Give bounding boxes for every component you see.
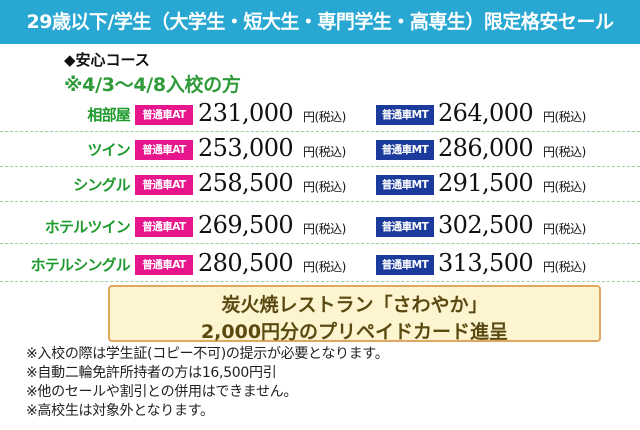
mt-price: 291,500 — [438, 169, 534, 197]
at-badge: 普通車AT — [135, 175, 193, 195]
mt-badge: 普通車MT — [376, 105, 434, 125]
mt-badge: 普通車MT — [376, 255, 434, 275]
mt-tax-suffix: 円(税込) — [543, 260, 586, 274]
mt-price: 286,000 — [438, 134, 534, 162]
page-header: 29歳以下/学生（大学生・短大生・専門学生・高専生）限定格安セール — [0, 0, 640, 44]
note-item: ※他のセールや割引との併用はできません。 — [26, 384, 298, 400]
mt-tax-suffix: 円(税込) — [543, 110, 586, 124]
mt-price: 264,000 — [438, 99, 534, 127]
mt-price: 313,500 — [438, 249, 534, 277]
at-tax-suffix: 円(税込) — [303, 222, 346, 236]
at-tax-suffix: 円(税込) — [303, 260, 346, 274]
mt-tax-suffix: 円(税込) — [543, 222, 586, 236]
mt-tax-suffix: 円(税込) — [543, 145, 586, 159]
at-tax-suffix: 円(税込) — [303, 145, 346, 159]
notes-list: ※入校の際は学生証(コピー不可)の提示が必要となります。 ※自動二輪免許所持者の… — [26, 345, 626, 421]
at-price: 231,000 — [198, 99, 294, 127]
course-period: ※4/3～4/8入校の方 — [64, 74, 241, 96]
price-row-hotel-twin: ホテルツイン 普通車AT 269,500 円(税込) 普通車MT 302,500… — [0, 210, 640, 244]
note-item: ※自動二輪免許所持者の方は16,500円引 — [26, 365, 277, 381]
promo-line-2: 2,000円分のプリペイドカード進呈 — [200, 321, 509, 343]
room-type-label: ホテルツイン — [44, 218, 131, 236]
room-type-label: ホテルシングル — [30, 256, 131, 274]
header-title: 29歳以下/学生（大学生・短大生・専門学生・高専生）限定格安セール — [26, 11, 614, 33]
at-price: 253,000 — [198, 134, 294, 162]
price-row-single: シングル 普通車AT 258,500 円(税込) 普通車MT 291,500 円… — [0, 168, 640, 202]
at-price: 269,500 — [198, 211, 294, 239]
at-price: 258,500 — [198, 169, 294, 197]
at-badge: 普通車AT — [135, 255, 193, 275]
promo-line-1: 炭火焼レストラン「さわやか」 — [221, 294, 488, 316]
mt-badge: 普通車MT — [376, 217, 434, 237]
price-row-twin: ツイン 普通車AT 253,000 円(税込) 普通車MT 286,000 円(… — [0, 133, 640, 167]
room-type-label: シングル — [73, 176, 131, 194]
mt-price: 302,500 — [438, 211, 534, 239]
at-badge: 普通車AT — [135, 105, 193, 125]
at-tax-suffix: 円(税込) — [303, 110, 346, 124]
note-item: ※高校生は対象外となります。 — [26, 403, 214, 419]
mt-badge: 普通車MT — [376, 175, 434, 195]
price-row-hotel-single: ホテルシングル 普通車AT 280,500 円(税込) 普通車MT 313,50… — [0, 248, 640, 282]
promo-box: 炭火焼レストラン「さわやか」 2,000円分のプリペイドカード進呈 — [108, 285, 601, 343]
course-name: ◆安心コース — [64, 51, 150, 69]
room-type-label: ツイン — [87, 141, 130, 159]
room-type-label: 相部屋 — [87, 106, 130, 124]
at-tax-suffix: 円(税込) — [303, 180, 346, 194]
mt-badge: 普通車MT — [376, 140, 434, 160]
at-badge: 普通車AT — [135, 140, 193, 160]
at-badge: 普通車AT — [135, 217, 193, 237]
price-row-aibeya: 相部屋 普通車AT 231,000 円(税込) 普通車MT 264,000 円(… — [0, 98, 640, 132]
at-price: 280,500 — [198, 249, 294, 277]
note-item: ※入校の際は学生証(コピー不可)の提示が必要となります。 — [26, 346, 389, 362]
mt-tax-suffix: 円(税込) — [543, 180, 586, 194]
